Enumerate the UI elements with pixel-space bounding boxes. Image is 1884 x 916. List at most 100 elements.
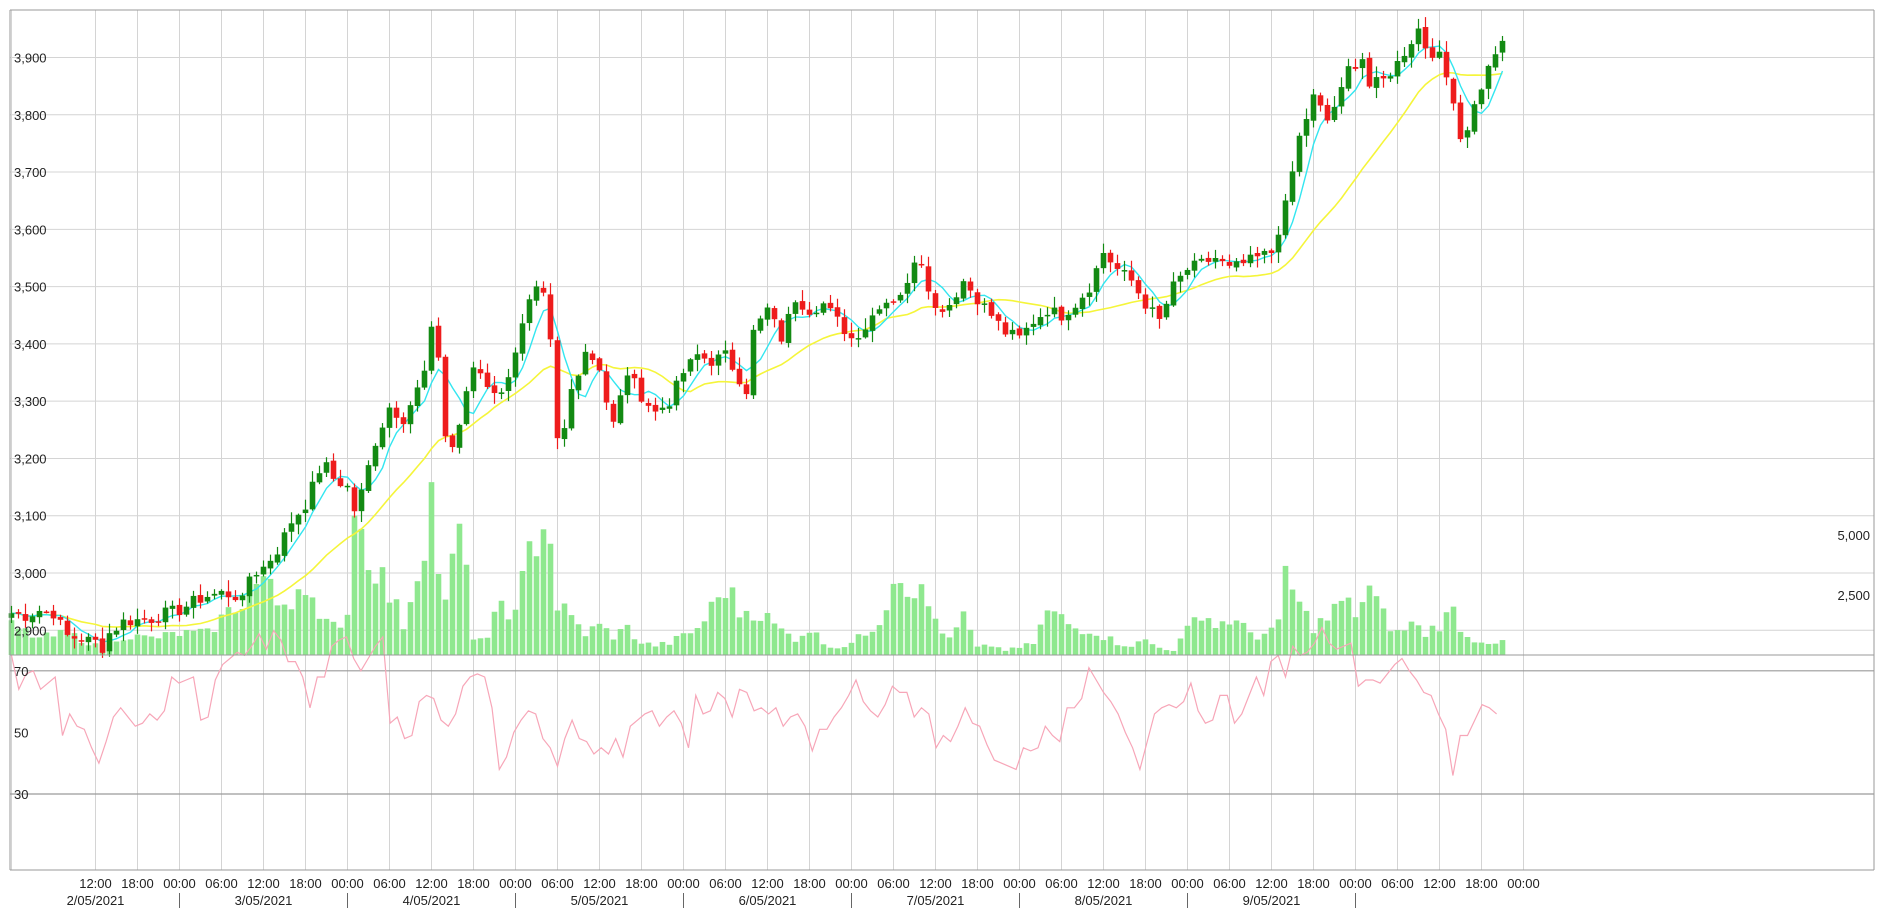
candle-body <box>92 636 99 640</box>
candle-body <box>603 371 610 403</box>
candle-body <box>1023 327 1030 336</box>
volume-bar <box>701 621 708 655</box>
candle-body <box>610 403 617 422</box>
rsi-line <box>10 626 1497 776</box>
candle-body <box>1086 292 1093 297</box>
volume-bar <box>967 629 974 655</box>
volume-bar <box>1016 647 1023 655</box>
candle-body <box>295 514 302 525</box>
volume-bar <box>379 567 386 655</box>
volume-bar <box>1135 641 1142 655</box>
volume-bar <box>1177 638 1184 655</box>
candle-body <box>1324 104 1331 121</box>
volume-bar <box>953 627 960 655</box>
volume-bar <box>911 598 918 655</box>
volume-bar <box>78 643 85 655</box>
volume-bar <box>869 631 876 655</box>
volume-bar <box>1254 639 1261 655</box>
candle-body <box>57 617 64 620</box>
volume-bar <box>1380 608 1387 655</box>
volume-bar <box>113 641 120 655</box>
volume-bar <box>267 578 274 655</box>
candle-body <box>456 424 463 448</box>
candle-body <box>484 372 491 387</box>
volume-bar <box>708 601 715 655</box>
candle-body <box>946 305 953 311</box>
axes: 2,900 3,000 3,100 3,200 3,300 3,400 3,500 3,600… <box>9 9 1875 908</box>
volume-bar <box>393 599 400 655</box>
volume-bar <box>1086 633 1093 655</box>
candle-body <box>953 297 960 305</box>
candle-body <box>169 605 176 609</box>
volume-bar <box>239 608 246 655</box>
candle-body <box>778 320 785 342</box>
candle-body <box>568 389 575 429</box>
candle-body <box>792 302 799 314</box>
candle-body <box>799 301 806 310</box>
volume-bar <box>169 632 176 655</box>
candle-body <box>442 356 449 437</box>
volume-bar <box>995 647 1002 655</box>
time-tick-label: 18:00 <box>121 876 154 891</box>
volume-bar <box>428 482 435 655</box>
candle-body <box>1163 303 1170 318</box>
ma-slow-line <box>11 71 1503 628</box>
volume-bar <box>344 614 351 655</box>
volume-bar <box>1142 639 1149 655</box>
candle-body <box>407 405 414 425</box>
volume-bar <box>1401 630 1408 655</box>
volume-bar <box>22 628 29 655</box>
candle-body <box>127 620 134 626</box>
candle-body <box>624 375 631 396</box>
volume-bar <box>463 564 470 655</box>
candle-body <box>22 614 29 621</box>
volume-bar <box>897 583 904 655</box>
volume-bar <box>1275 619 1282 655</box>
volume-bar <box>1072 628 1079 655</box>
time-tick-label: 18:00 <box>289 876 322 891</box>
volume-bar <box>743 610 750 655</box>
volume-bar <box>8 620 15 655</box>
candle-body <box>736 368 743 385</box>
volume-bar <box>218 614 225 655</box>
candle-body <box>232 596 239 601</box>
volume-bar <box>1037 624 1044 655</box>
candle-body <box>834 307 841 317</box>
volume-bar <box>141 635 148 655</box>
candle-body <box>988 302 995 316</box>
volume-bar <box>470 639 477 655</box>
candle-body <box>64 620 71 635</box>
candle-body <box>1072 307 1079 315</box>
volume-bar <box>197 628 204 655</box>
volume-bar <box>1163 650 1170 655</box>
volume-bar <box>736 617 743 655</box>
volume-bar <box>211 632 218 655</box>
candle-body <box>1387 76 1394 79</box>
volume-bar <box>687 633 694 655</box>
candle-body <box>197 595 204 603</box>
candle-body <box>596 358 603 371</box>
volume-bar <box>1499 640 1506 655</box>
candle-body <box>995 314 1002 321</box>
price-tick-label: 3,600 <box>14 222 47 237</box>
volume-bar <box>246 589 253 655</box>
time-tick-label: 06:00 <box>709 876 742 891</box>
candle-body <box>967 281 974 291</box>
candle-body <box>512 352 519 378</box>
volume-bar <box>1079 634 1086 655</box>
candle-body <box>1317 95 1324 106</box>
volume-bar <box>792 641 799 655</box>
candle-body <box>1142 294 1149 309</box>
volume-bar <box>589 626 596 655</box>
date-tick-label: 7/05/2021 <box>907 893 965 908</box>
candle-body <box>1226 261 1233 266</box>
volume-bar <box>673 635 680 655</box>
candle-body <box>1352 66 1359 69</box>
candle-body <box>1058 306 1065 321</box>
time-tick-label: 12:00 <box>247 876 280 891</box>
volume-bar <box>1338 600 1345 655</box>
candle-body <box>1415 28 1422 45</box>
volume-bar <box>680 633 687 655</box>
candle-body <box>71 636 78 639</box>
